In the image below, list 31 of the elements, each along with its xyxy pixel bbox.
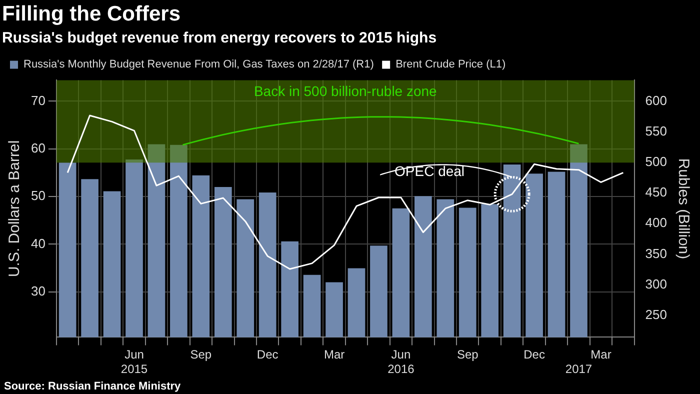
chart-subtitle: Russia's budget revenue from energy recovers to 2015 highs	[2, 29, 437, 46]
y2-tick-label: 350	[645, 246, 668, 261]
x-tick-label: 2017	[565, 362, 592, 376]
x-tick-label: Jun 2015	[120, 348, 148, 376]
x-tick-label: Dec	[524, 348, 545, 362]
x-tick-label: Mar	[324, 348, 345, 362]
y2-tick-label: 450	[645, 184, 668, 200]
y-tick-label: 40	[30, 236, 46, 251]
annotation: OPEC deal	[394, 163, 465, 180]
x-tick-label: Jun 2016	[388, 348, 415, 376]
x-tick-label: Sep	[190, 348, 212, 362]
x-tick-label: Dec	[256, 348, 278, 362]
legend-label: Brent Crude Price (L1)	[396, 58, 506, 71]
y-axis-title: U.S. Dollars a Barrel	[6, 140, 24, 278]
source-note: Source: Russian Finance Ministry	[4, 380, 182, 393]
y-tick-label: 70	[30, 92, 46, 108]
y-tick-label: 30	[30, 283, 46, 298]
y2-tick-label: 250	[645, 306, 668, 322]
y-tick-label: 60	[30, 140, 46, 156]
y2-axis-title: Rubles (Billion)	[674, 158, 692, 260]
legend-label: Russia's Monthly Budget Revenue From Oil, Gas Taxes on 2/28/17 (R1)	[24, 58, 374, 71]
y2-tick-label: 550	[645, 124, 668, 139]
y2-tick-label: 500	[645, 154, 668, 170]
x-tick-label: Mar	[590, 348, 612, 362]
x-tick-label: Sep	[456, 348, 479, 362]
chart-title: Filling the Coffers	[2, 2, 180, 26]
y2-tick-label: 600	[645, 93, 668, 108]
y2-tick-label: 400	[645, 215, 668, 230]
y-tick-label: 50	[30, 188, 46, 204]
band-label: Back in 500 billion-ruble zone	[254, 83, 438, 100]
y2-tick-label: 300	[645, 276, 668, 292]
